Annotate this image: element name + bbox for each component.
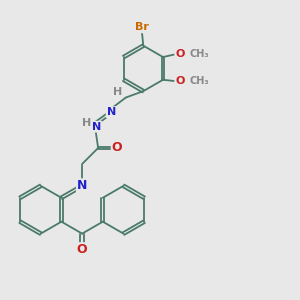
Text: O: O [77,243,87,256]
Text: CH₃: CH₃ [189,76,209,86]
Text: H: H [113,87,122,97]
Text: N: N [106,107,116,117]
Text: CH₃: CH₃ [189,49,209,59]
Text: Br: Br [135,22,149,32]
Text: N: N [77,179,87,192]
Text: N: N [92,122,101,132]
Text: O: O [175,76,184,86]
Text: H: H [82,118,91,128]
Text: O: O [112,142,122,154]
Text: O: O [175,49,184,59]
